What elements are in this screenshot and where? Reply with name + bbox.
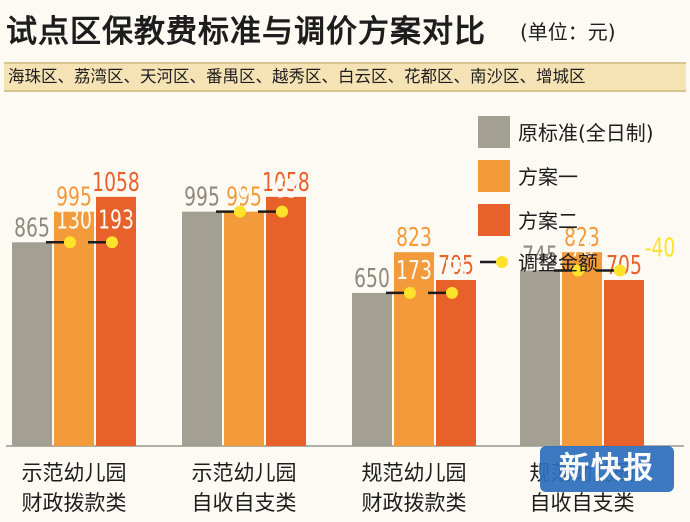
adjust-label-plan2-2: 63 <box>274 175 298 205</box>
bar-plan1-2 <box>224 211 264 446</box>
value-label-original-1: 865 <box>14 213 50 243</box>
legend-swatch-1 <box>478 116 510 148</box>
legend-label-1: 原标准(全日制) <box>518 121 654 145</box>
bar-plan2-3 <box>436 279 476 446</box>
category-label-line1-2: 示范幼儿园 <box>192 461 297 485</box>
adjust-dot-plan2-2 <box>276 205 288 218</box>
value-label-plan1-1: 995 <box>56 183 92 213</box>
category-label-line2-2: 自收自支类 <box>192 491 297 515</box>
legend-label-3: 方案二 <box>518 209 578 233</box>
value-label-plan1-3: 823 <box>396 223 432 253</box>
bar-original-4 <box>520 270 560 446</box>
category-label-line2-4: 自收自支类 <box>530 491 635 515</box>
bar-plan1-4 <box>562 252 602 446</box>
adjust-label-plan1-1: 130 <box>56 205 92 235</box>
value-label-plan2-3: 705 <box>438 251 474 281</box>
adjust-dot-plan1-1 <box>64 236 76 249</box>
adjust-label-plan2-1: 193 <box>98 205 134 235</box>
value-label-original-2: 995 <box>184 183 220 213</box>
bar-plan1-1 <box>54 211 94 446</box>
category-label-line2-1: 财政拨款类 <box>22 491 127 515</box>
legend-swatch-2 <box>478 160 510 192</box>
adjust-dot-plan1-3 <box>404 286 416 299</box>
adjust-dot-plan1-4 <box>572 264 584 277</box>
value-label-plan1-4: 823 <box>564 223 600 253</box>
bar-original-3 <box>352 292 392 446</box>
adjust-label-plan1-3: 173 <box>396 256 432 286</box>
value-label-plan2-4: 705 <box>606 251 642 281</box>
legend-label-adjust: 调整金额 <box>518 251 598 275</box>
bar-original-1 <box>12 242 52 446</box>
watermark-logo: 新快报 <box>540 446 674 492</box>
adjust-label-plan2-3: 55 <box>444 256 468 286</box>
legend-adjust-dot <box>496 256 508 268</box>
unit-label: (单位：元) <box>520 20 616 44</box>
bar-plan2-4 <box>604 279 644 446</box>
adjust-dot-plan2-3 <box>446 286 458 299</box>
value-label-original-4: 745 <box>522 242 558 272</box>
districts-banner: 海珠区、荔湾区、天河区、番禺区、越秀区、白云区、花都区、南沙区、增城区 <box>4 62 686 92</box>
legend-label-2: 方案一 <box>518 165 578 189</box>
category-label-line1-3: 规范幼儿园 <box>362 461 467 485</box>
category-label-line2-3: 财政拨款类 <box>362 491 467 515</box>
value-label-plan2-1: 1058 <box>92 168 140 198</box>
adjust-label-plan1-2: 0 <box>238 175 250 205</box>
bar-plan1-3 <box>394 252 434 446</box>
legend-swatch-3 <box>478 204 510 236</box>
adjust-dot-plan1-2 <box>234 205 246 218</box>
chart-header: 试点区保教费标准与调价方案对比 (单位：元) <box>0 0 690 58</box>
category-label-line1-1: 示范幼儿园 <box>22 461 127 485</box>
bar-plan2-2 <box>266 196 306 446</box>
adjust-label-plan1-4: 78 <box>570 234 594 264</box>
adjust-dot-plan2-4 <box>614 264 626 277</box>
value-label-original-3: 650 <box>354 264 390 294</box>
chart-title: 试点区保教费标准与调价方案对比 <box>6 14 486 50</box>
bar-original-2 <box>182 211 222 446</box>
adjust-label-plan2-4: -40 <box>645 234 676 264</box>
value-label-plan2-2: 1058 <box>262 168 310 198</box>
adjust-dot-plan2-1 <box>106 236 118 249</box>
